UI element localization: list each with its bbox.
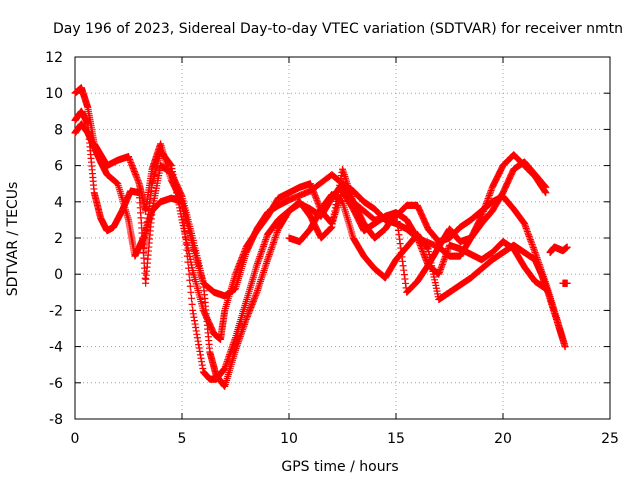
x-tick-label: 5 <box>178 431 187 447</box>
data-point <box>561 343 569 351</box>
series-track-4 <box>139 147 550 343</box>
data-point <box>185 270 193 278</box>
data-point <box>542 183 550 191</box>
x-tick-label: 15 <box>387 431 405 447</box>
chart-title: Day 196 of 2023, Sidereal Day-to-day VTE… <box>53 21 623 37</box>
y-tick-label: 0 <box>54 267 63 283</box>
data-point <box>186 282 194 290</box>
y-tick-label: -6 <box>49 376 63 392</box>
data-point <box>186 276 194 284</box>
x-tick-label: 0 <box>71 431 80 447</box>
y-tick-label: 4 <box>54 195 63 211</box>
x-axis-label: GPS time / hours <box>281 459 398 475</box>
y-tick-label: -8 <box>49 412 63 428</box>
y-tick-label: -2 <box>49 303 63 319</box>
y-axis-label: SDTVAR / TECUs <box>5 182 21 297</box>
y-tick-label: 6 <box>54 159 63 175</box>
y-tick-label: 10 <box>45 86 63 102</box>
x-tick-label: 10 <box>280 431 298 447</box>
y-tick-label: 8 <box>54 122 63 138</box>
y-tick-label: 2 <box>54 231 63 247</box>
series-track-5 <box>285 191 569 351</box>
x-tick-label: 20 <box>494 431 512 447</box>
data-point <box>187 288 195 296</box>
x-tick-label: 25 <box>601 431 619 447</box>
y-tick-label: 12 <box>45 50 63 66</box>
data-point <box>188 300 196 308</box>
data-point <box>563 243 571 251</box>
data-point <box>563 279 571 287</box>
series-track-6 <box>546 243 571 256</box>
axis-ticks: 0 5 10 15 20 25 -8 -6 -4 -2 0 2 4 6 8 10 12 <box>45 50 619 447</box>
data-point <box>188 294 196 302</box>
series-track-7 <box>559 279 571 287</box>
data-layer <box>71 84 571 390</box>
y-tick-label: -4 <box>49 340 63 356</box>
